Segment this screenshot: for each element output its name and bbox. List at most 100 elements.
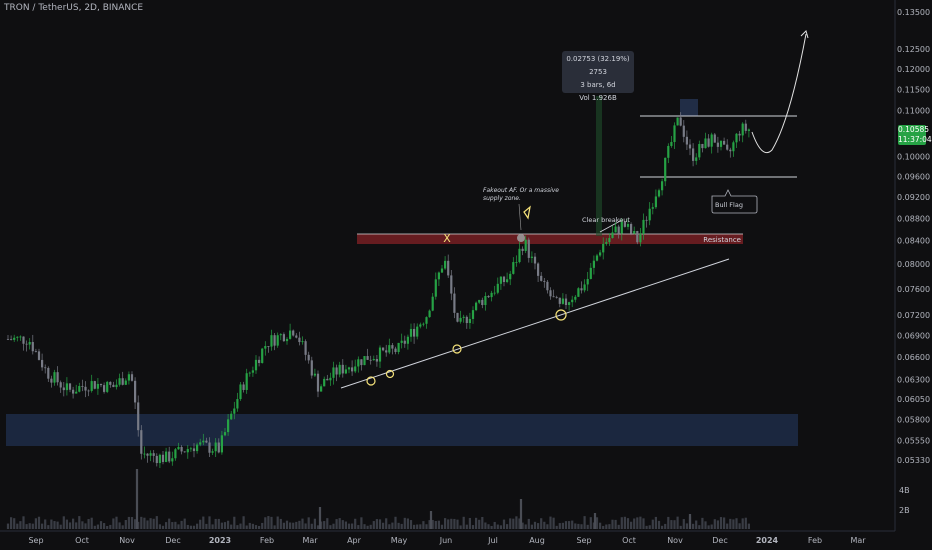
candle-body [456, 312, 459, 322]
volume-bar [174, 521, 177, 529]
chart-title: TRON / TetherUS, 2D, BINANCE [4, 3, 144, 13]
candle-body [165, 451, 168, 462]
measure-range-bar [596, 96, 602, 236]
candle-body [41, 359, 44, 368]
volume-bar [357, 525, 360, 529]
candle-body [211, 451, 214, 453]
volume-bar [385, 518, 388, 529]
volume-bar [698, 525, 701, 529]
volume-bar [165, 522, 168, 529]
time-tick-label: Aug [529, 536, 545, 545]
candle-body [59, 382, 62, 388]
volume-bar [580, 524, 583, 529]
candle-body [391, 345, 394, 349]
time-tick-label: Mar [850, 536, 866, 545]
volume-bar [462, 516, 465, 529]
candle-body [351, 367, 354, 372]
volume-bar [695, 520, 698, 529]
volume-bar [22, 516, 25, 529]
candle-body [459, 317, 462, 322]
volume-bar [527, 518, 530, 529]
candle-body [93, 381, 96, 389]
volume-bar [341, 520, 344, 529]
candle-body [155, 455, 158, 464]
candle-body [512, 262, 515, 274]
candle-body [670, 142, 673, 146]
volume-bar [56, 521, 59, 529]
candle-body [487, 296, 490, 298]
candle-body [583, 284, 586, 291]
candle-body [723, 140, 726, 145]
price-tick-label: 0.12500 [897, 45, 930, 54]
volume-bar [571, 520, 574, 529]
volume-bar [540, 518, 543, 529]
candle-body [180, 446, 183, 452]
volume-bar [437, 520, 440, 529]
candle-body [524, 239, 527, 251]
candle-body [192, 448, 196, 452]
price-axis[interactable]: 0.13500 0.12500 0.12000 0.11500 0.11000 0.100… [897, 8, 930, 515]
candle-body [589, 267, 592, 279]
candle-body [679, 117, 682, 126]
candle-body [6, 339, 10, 340]
candle-body [413, 328, 416, 337]
candle-body [617, 226, 620, 234]
time-tick-label: Sep [576, 536, 591, 545]
candle-body [357, 359, 360, 367]
candle-body [506, 279, 509, 283]
volume-bar [608, 524, 611, 529]
last-price: 0.10585 [898, 125, 930, 134]
candle-body [47, 367, 50, 379]
volume-bar [16, 523, 19, 529]
volume-bar [664, 523, 667, 529]
candle-body [78, 386, 81, 392]
candle-body [385, 350, 388, 353]
volume-bar [583, 516, 586, 529]
price-tick-label: 0.10000 [897, 153, 930, 162]
candle-body [546, 281, 549, 291]
volume-bar [428, 520, 431, 529]
tooltip-volume: Vol 1.926B [579, 94, 617, 102]
volume-bar [468, 517, 471, 529]
candle-body [605, 242, 608, 244]
candle-body [81, 386, 84, 387]
volume-bar [75, 522, 78, 529]
volume-bar [276, 516, 279, 529]
price-tick-label: 0.08000 [897, 260, 930, 269]
candle-body [549, 290, 552, 297]
candle-body [261, 348, 264, 363]
candle-body [174, 449, 177, 459]
volume-bar [636, 517, 639, 529]
candle-body [313, 373, 316, 376]
volume-bar [506, 524, 509, 529]
candle-body [592, 260, 595, 268]
candle-body [137, 402, 140, 431]
volume-bar [171, 522, 174, 529]
candle-body [533, 256, 537, 264]
price-tick-label: 0.06050 [897, 395, 930, 404]
volume-bar [292, 522, 295, 529]
candle-body [478, 299, 481, 303]
volume-bar [186, 524, 189, 529]
volume-bar [289, 522, 292, 529]
candle-body [53, 372, 56, 383]
candle-body [242, 384, 245, 390]
candle-body [149, 453, 152, 456]
time-axis[interactable]: Sep Oct Nov Dec 2023 Feb Mar Apr May Jun Jul Aug Sep… [28, 536, 866, 545]
volume-bar [719, 517, 723, 529]
candle-body [295, 335, 298, 338]
volume-bar [440, 524, 444, 529]
candle-body [254, 359, 258, 371]
volume-bar [245, 525, 248, 529]
volume-bar [220, 522, 223, 529]
volume-bar [233, 516, 236, 529]
candlesticks [6, 112, 750, 468]
volume-bar [351, 523, 354, 529]
candle-body [440, 268, 444, 273]
time-tick-label: Jun [439, 536, 453, 545]
volume-bar [617, 524, 620, 529]
volume-bar [568, 521, 571, 529]
volume-bar [378, 519, 382, 529]
candle-body [431, 296, 434, 311]
